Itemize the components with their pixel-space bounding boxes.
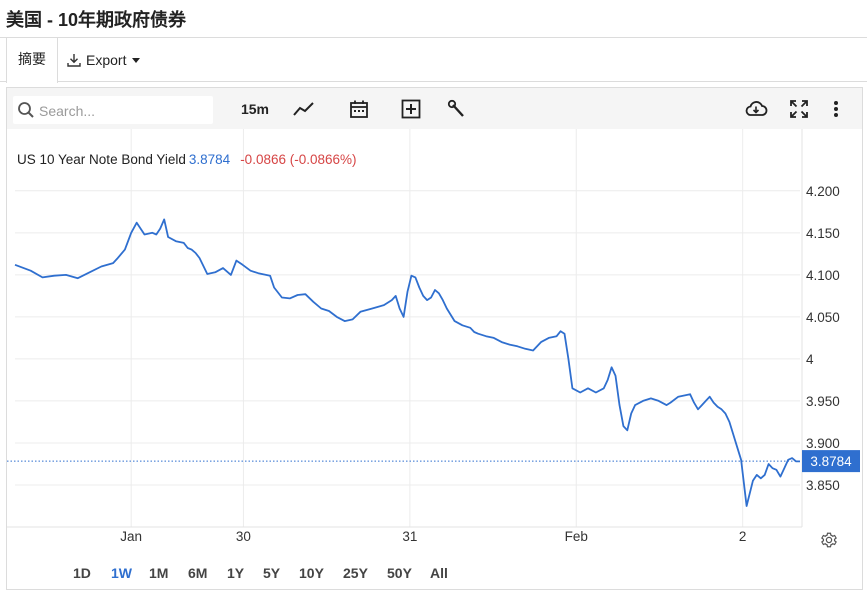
last-value-badge	[802, 450, 860, 473]
x-tick-label: 2	[739, 529, 747, 541]
x-tick-label: 31	[402, 529, 417, 541]
y-tick-label: 4.050	[806, 310, 840, 325]
x-tick-label: Feb	[565, 529, 588, 541]
legend-series-name: US 10 Year Note Bond Yield	[17, 152, 186, 167]
range-button-1d[interactable]: 1D	[73, 565, 91, 581]
interval-button[interactable]: 15m	[240, 101, 270, 117]
range-button-5y[interactable]: 5Y	[263, 565, 281, 581]
range-button-6m[interactable]: 6M	[188, 565, 208, 581]
title-divider	[0, 37, 867, 38]
export-button[interactable]: Export	[66, 38, 141, 82]
range-selector: 1D 1W 1M 6M 1Y 5Y 10Y 25Y 50Y All	[7, 559, 862, 589]
chart-area[interactable]: 4.200 4.150 4.100 4.050 4 3.950 3.900 3.850 Jan 3…	[7, 129, 862, 541]
series-line[interactable]	[14, 218, 800, 507]
download-button[interactable]	[743, 96, 769, 122]
range-button-all[interactable]: All	[430, 565, 448, 581]
chart-toolbar: 15m	[7, 88, 862, 129]
add-indicator-icon	[401, 99, 421, 119]
chevron-down-icon	[132, 57, 141, 63]
y-tick-label: 4.150	[806, 226, 840, 241]
range-button-10y[interactable]: 10Y	[299, 565, 324, 581]
y-tick-label: 3.850	[806, 478, 840, 493]
y-tick-label: 4	[806, 352, 814, 367]
search-box[interactable]	[13, 96, 213, 124]
fullscreen-icon	[790, 100, 808, 118]
range-button-1w[interactable]: 1W	[111, 565, 132, 581]
line-chart-icon	[293, 102, 314, 116]
y-tick-label: 3.900	[806, 436, 840, 451]
range-button-50y[interactable]: 50Y	[387, 565, 412, 581]
last-value-label: 3.8784	[810, 454, 852, 469]
chart-settings-button[interactable]	[820, 531, 838, 554]
legend-change: -0.0866 (-0.0866%)	[240, 152, 357, 167]
calendar-icon	[350, 100, 368, 118]
wrench-icon	[447, 99, 464, 117]
drawing-tools-button[interactable]	[445, 96, 469, 122]
range-button-25y[interactable]: 25Y	[343, 565, 368, 581]
legend-value: 3.8784	[188, 152, 231, 167]
chart-widget: 15m	[6, 87, 863, 590]
export-label: Export	[86, 52, 127, 68]
tab-bar: 摘要 Export	[0, 38, 867, 83]
fullscreen-button[interactable]	[788, 96, 810, 122]
range-button-1y[interactable]: 1Y	[227, 565, 245, 581]
page-title: 美国 - 10年期政府债券	[6, 10, 187, 30]
range-button-1m[interactable]: 1M	[149, 565, 169, 581]
y-tick-label: 4.200	[806, 184, 840, 199]
tab-summary[interactable]: 摘要	[6, 38, 58, 83]
search-icon	[18, 102, 34, 118]
calendar-button[interactable]	[347, 96, 371, 122]
add-indicator-button[interactable]	[399, 96, 423, 122]
x-tick-label: 30	[236, 529, 251, 541]
search-input[interactable]	[39, 100, 209, 122]
price-chart[interactable]: 4.200 4.150 4.100 4.050 4 3.950 3.900 3.850 Jan 3…	[7, 129, 862, 541]
y-tick-label: 4.100	[806, 268, 840, 283]
y-tick-label: 3.950	[806, 394, 840, 409]
download-icon	[67, 54, 81, 67]
x-tick-label: Jan	[120, 529, 142, 541]
gear-icon	[821, 532, 837, 548]
more-vert-icon	[834, 101, 838, 117]
download-cloud-icon	[745, 101, 768, 116]
chart-legend: US 10 Year Note Bond Yield 3.8784 -0.0866 …	[17, 152, 357, 167]
more-options-button[interactable]	[829, 96, 843, 122]
chart-type-button[interactable]	[291, 96, 317, 122]
